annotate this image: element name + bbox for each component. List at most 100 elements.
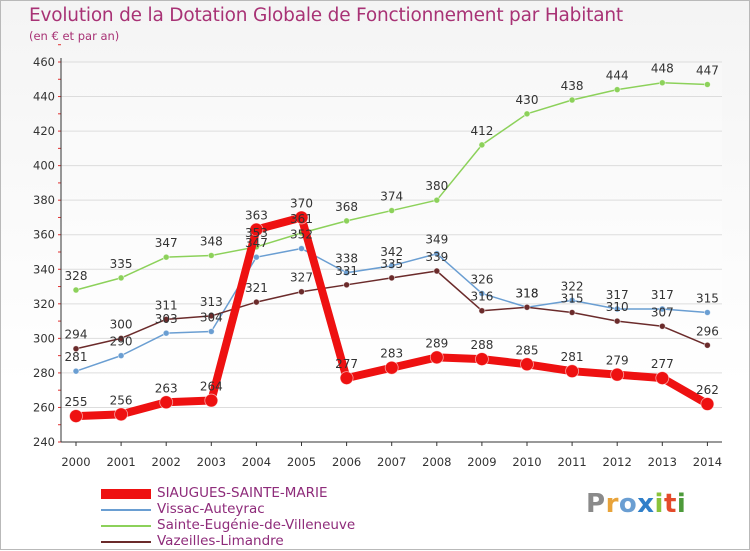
data-point [568, 309, 576, 316]
data-label: 335 [110, 257, 133, 271]
data-label: 368 [335, 200, 358, 214]
legend-label: Sainte-Eugénie-de-Villeneuve [157, 517, 356, 533]
data-label: 262 [696, 383, 719, 397]
data-label: 310 [606, 300, 629, 314]
data-point [207, 312, 215, 320]
data-point [249, 222, 264, 237]
data-point [700, 397, 715, 411]
data-point [478, 307, 486, 315]
x-tick-label: 2002 [152, 455, 181, 469]
data-point [523, 303, 531, 311]
data-point [613, 305, 621, 313]
data-label: 363 [245, 209, 268, 223]
data-label: 317 [606, 288, 629, 302]
data-label: 448 [651, 62, 674, 76]
data-point [658, 79, 666, 87]
data-point [339, 371, 354, 385]
y-tick-label: 420 [33, 124, 55, 138]
y-tick-label: 260 [33, 400, 55, 414]
data-point [294, 210, 309, 225]
data-point [433, 250, 441, 258]
data-point [252, 298, 260, 306]
x-tick-label: 2006 [332, 455, 361, 469]
x-tick-label: 2001 [106, 455, 135, 469]
data-label: 316 [470, 290, 493, 304]
data-point [658, 322, 666, 330]
data-label: 313 [200, 295, 223, 309]
x-tick-label: 2004 [242, 455, 271, 469]
x-tick-label: 2011 [557, 455, 586, 469]
legend-label: SIAUGUES-SAINTE-MARIE [157, 485, 328, 501]
data-label: 277 [651, 357, 674, 371]
data-label: 303 [155, 312, 178, 326]
y-tick-label: 300 [33, 331, 55, 345]
data-point [388, 274, 396, 282]
chart-subtitle: (en € et par an) [29, 29, 120, 43]
proxiti-logo: Proxiti [586, 489, 686, 519]
data-label: 352 [290, 228, 313, 242]
data-label: 444 [606, 69, 629, 83]
x-tick-label: 2003 [197, 455, 226, 469]
data-point [704, 309, 711, 316]
data-point [388, 262, 396, 270]
data-label: 374 [380, 190, 403, 204]
data-label: 294 [65, 328, 88, 342]
y-tick-label: 240 [33, 435, 55, 449]
data-label: 353 [245, 226, 268, 240]
data-label: 315 [696, 291, 719, 305]
data-label: 349 [425, 233, 448, 247]
data-point [72, 345, 80, 353]
data-point [384, 360, 399, 375]
data-label: 447 [696, 63, 719, 77]
data-point [704, 341, 711, 349]
data-label: 318 [516, 286, 539, 300]
data-label: 317 [651, 288, 674, 302]
y-tick-labels: 240 260 280 300 320 340 360 380 400 420 440 460 [33, 55, 55, 449]
data-point [704, 81, 711, 88]
data-label: 339 [425, 250, 448, 264]
data-label: 281 [65, 350, 88, 364]
axes [58, 44, 722, 446]
x-tick-label: 2000 [61, 455, 90, 469]
data-point [72, 367, 80, 375]
data-label: 321 [245, 281, 268, 295]
data-point [117, 352, 125, 360]
x-tick-label: 2009 [467, 455, 496, 469]
x-tick-label: 2005 [287, 455, 316, 469]
data-point [69, 409, 83, 423]
data-label: 289 [425, 336, 448, 350]
data-point [72, 286, 80, 294]
y-tick-label: 320 [33, 297, 55, 311]
data-label: 304 [200, 310, 223, 324]
data-label: 256 [110, 393, 133, 407]
y-tick-label: 460 [33, 55, 55, 69]
data-label: 290 [110, 335, 133, 349]
data-label: 326 [470, 272, 493, 286]
data-point [298, 245, 305, 252]
x-tick-label: 2014 [693, 455, 722, 469]
data-point [568, 296, 576, 304]
data-label: 263 [155, 381, 178, 395]
y-tick-label: 380 [33, 193, 55, 207]
data-label: 327 [290, 271, 313, 285]
data-label: 361 [290, 212, 313, 226]
data-label: 264 [200, 380, 223, 394]
data-label: 342 [380, 245, 403, 259]
x-tick-label: 2013 [648, 455, 677, 469]
data-label: 288 [470, 338, 493, 352]
data-label: 283 [380, 347, 403, 361]
legend-swatch [101, 509, 151, 511]
data-point [343, 269, 351, 277]
data-point [117, 334, 125, 342]
data-label: 322 [561, 279, 584, 293]
data-label: 318 [516, 286, 539, 300]
data-point [613, 86, 621, 94]
data-label: 430 [516, 93, 539, 107]
data-point [655, 371, 670, 385]
legend-swatch [101, 489, 151, 499]
logo-letter: t [663, 489, 677, 519]
y-tick-label: 280 [33, 366, 55, 380]
legend-label: Vazeilles-Limandre [157, 533, 284, 549]
